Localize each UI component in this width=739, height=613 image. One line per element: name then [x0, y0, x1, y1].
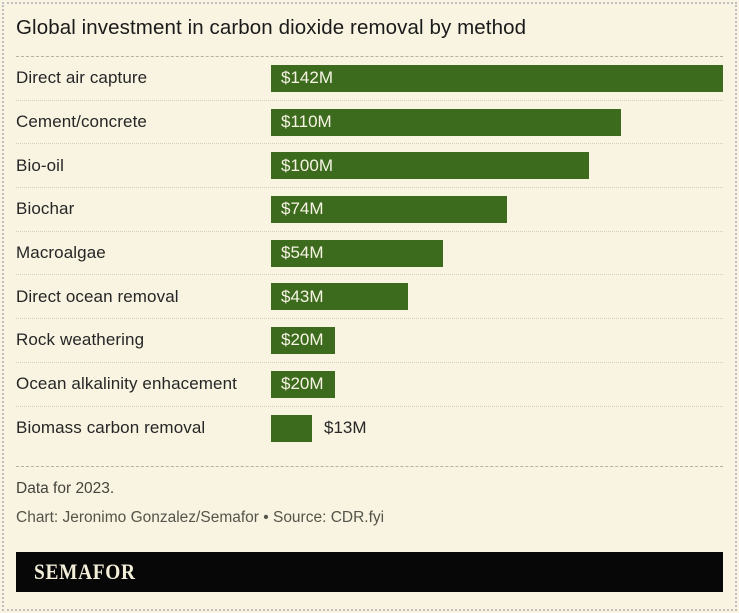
- bar-row: Biomass carbon removal $13M: [16, 407, 723, 451]
- bar: $142M: [271, 64, 723, 92]
- value-label: $43M: [281, 286, 324, 306]
- bar-row: Direct air capture $142M: [16, 57, 723, 101]
- bar-track: $100M: [271, 144, 723, 187]
- category-label: Rock weathering: [16, 330, 145, 350]
- bar-row: Cement/concrete $110M: [16, 101, 723, 145]
- footer-note: Data for 2023.: [16, 480, 115, 498]
- bar-row: Bio-oil $100M: [16, 144, 723, 189]
- footer-credit: Chart: Jeronimo Gonzalez/Semafor • Sourc…: [16, 509, 385, 527]
- semafor-logo-bar: SEMAFOR: [16, 552, 723, 593]
- bar-rows: Direct air capture $142M Cement/concrete…: [16, 57, 723, 450]
- bar: $110M: [271, 108, 621, 136]
- bar: $74M: [271, 195, 507, 223]
- category-label: Direct air capture: [16, 68, 148, 88]
- footer-separator: [16, 466, 723, 468]
- bar-track: $20M: [271, 319, 723, 362]
- value-label: $20M: [281, 330, 324, 350]
- bar-row: Rock weathering $20M: [16, 319, 723, 363]
- value-label: $142M: [281, 68, 333, 88]
- bar-track: $110M: [271, 101, 723, 144]
- category-label: Biochar: [16, 199, 75, 219]
- bar: $20M: [271, 370, 335, 398]
- category-label: Direct ocean removal: [16, 286, 179, 306]
- bar-row: Ocean alkalinity enhacement $20M: [16, 363, 723, 407]
- bar: $54M: [271, 239, 443, 267]
- value-label: $54M: [281, 243, 324, 263]
- value-label: $100M: [281, 155, 333, 175]
- bar: $100M: [271, 152, 589, 180]
- bar-track: $13M: [271, 407, 723, 451]
- category-label: Biomass carbon removal: [16, 418, 206, 438]
- value-label: $13M: [324, 418, 367, 438]
- bar: $43M: [271, 283, 408, 311]
- semafor-logo-text: SEMAFOR: [34, 559, 136, 585]
- bar-track: $74M: [271, 188, 723, 231]
- bar-track: $54M: [271, 232, 723, 275]
- bar: $20M: [271, 326, 335, 354]
- bar-row: Direct ocean removal $43M: [16, 275, 723, 320]
- bar-row: Macroalgae $54M: [16, 232, 723, 276]
- bar-track: $43M: [271, 275, 723, 318]
- bar: [271, 414, 312, 442]
- chart-title: Global investment in carbon dioxide remo…: [16, 16, 527, 39]
- chart-header: Global investment in carbon dioxide remo…: [16, 0, 723, 57]
- bar-track: $142M: [271, 57, 723, 100]
- category-label: Cement/concrete: [16, 112, 147, 132]
- value-label: $110M: [281, 112, 332, 132]
- category-label: Ocean alkalinity enhacement: [16, 374, 237, 394]
- category-label: Macroalgae: [16, 243, 106, 263]
- category-label: Bio-oil: [16, 155, 64, 175]
- bar-track: $20M: [271, 363, 723, 406]
- value-label: $74M: [281, 199, 324, 219]
- bar-row: Biochar $74M: [16, 188, 723, 232]
- value-label: $20M: [281, 374, 324, 394]
